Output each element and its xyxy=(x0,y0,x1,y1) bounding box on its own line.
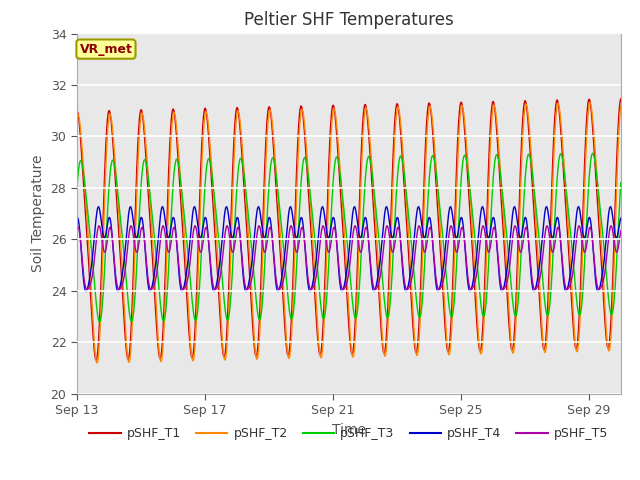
pSHF_T5 xyxy=(135,241,143,247)
pSHF_T5 xyxy=(595,287,603,292)
pSHF_T1 xyxy=(282,335,289,341)
pSHF_T5 xyxy=(167,239,175,245)
pSHF_T2 xyxy=(548,215,556,220)
pSHF_T4 xyxy=(223,204,230,210)
pSHF_T1 xyxy=(305,201,313,206)
pSHF_T4 xyxy=(135,226,143,231)
pSHF_T4 xyxy=(617,215,625,221)
pSHF_T1 xyxy=(168,117,175,122)
Text: VR_met: VR_met xyxy=(79,43,132,56)
pSHF_T2 xyxy=(93,360,100,366)
pSHF_T2 xyxy=(607,340,614,346)
pSHF_T5 xyxy=(287,223,295,228)
Line: pSHF_T2: pSHF_T2 xyxy=(77,103,621,363)
pSHF_T4 xyxy=(282,242,289,248)
pSHF_T4 xyxy=(548,234,556,240)
pSHF_T3 xyxy=(168,212,175,217)
pSHF_T2 xyxy=(586,100,594,106)
Title: Peltier SHF Temperatures: Peltier SHF Temperatures xyxy=(244,11,454,29)
Line: pSHF_T1: pSHF_T1 xyxy=(77,99,621,360)
pSHF_T4 xyxy=(607,204,614,210)
pSHF_T1 xyxy=(73,109,81,115)
pSHF_T2 xyxy=(73,117,81,122)
pSHF_T3 xyxy=(73,188,81,193)
pSHF_T5 xyxy=(282,265,289,271)
pSHF_T3 xyxy=(95,319,103,325)
X-axis label: Time: Time xyxy=(332,422,366,437)
pSHF_T3 xyxy=(617,180,625,185)
Legend: pSHF_T1, pSHF_T2, pSHF_T3, pSHF_T4, pSHF_T5: pSHF_T1, pSHF_T2, pSHF_T3, pSHF_T4, pSHF… xyxy=(84,422,613,445)
Line: pSHF_T3: pSHF_T3 xyxy=(77,153,621,322)
pSHF_T3 xyxy=(282,267,289,273)
pSHF_T1 xyxy=(607,329,614,335)
Line: pSHF_T4: pSHF_T4 xyxy=(77,207,621,291)
Y-axis label: Soil Temperature: Soil Temperature xyxy=(31,155,45,272)
pSHF_T1 xyxy=(617,96,625,102)
pSHF_T2 xyxy=(305,182,313,188)
pSHF_T5 xyxy=(607,224,614,229)
pSHF_T2 xyxy=(135,138,143,144)
pSHF_T5 xyxy=(548,247,556,253)
pSHF_T3 xyxy=(548,276,556,282)
pSHF_T4 xyxy=(167,224,175,229)
pSHF_T3 xyxy=(607,310,614,315)
pSHF_T5 xyxy=(73,228,81,234)
pSHF_T1 xyxy=(135,121,143,127)
pSHF_T2 xyxy=(168,132,175,138)
pSHF_T5 xyxy=(617,228,625,234)
pSHF_T2 xyxy=(282,324,289,330)
pSHF_T3 xyxy=(305,181,313,187)
pSHF_T3 xyxy=(135,218,143,224)
pSHF_T1 xyxy=(548,187,556,193)
pSHF_T2 xyxy=(617,104,625,109)
pSHF_T5 xyxy=(305,283,313,288)
pSHF_T4 xyxy=(73,215,81,221)
pSHF_T1 xyxy=(92,357,100,363)
pSHF_T3 xyxy=(589,150,596,156)
Line: pSHF_T5: pSHF_T5 xyxy=(77,226,621,289)
pSHF_T4 xyxy=(305,288,313,293)
pSHF_T4 xyxy=(466,288,474,294)
